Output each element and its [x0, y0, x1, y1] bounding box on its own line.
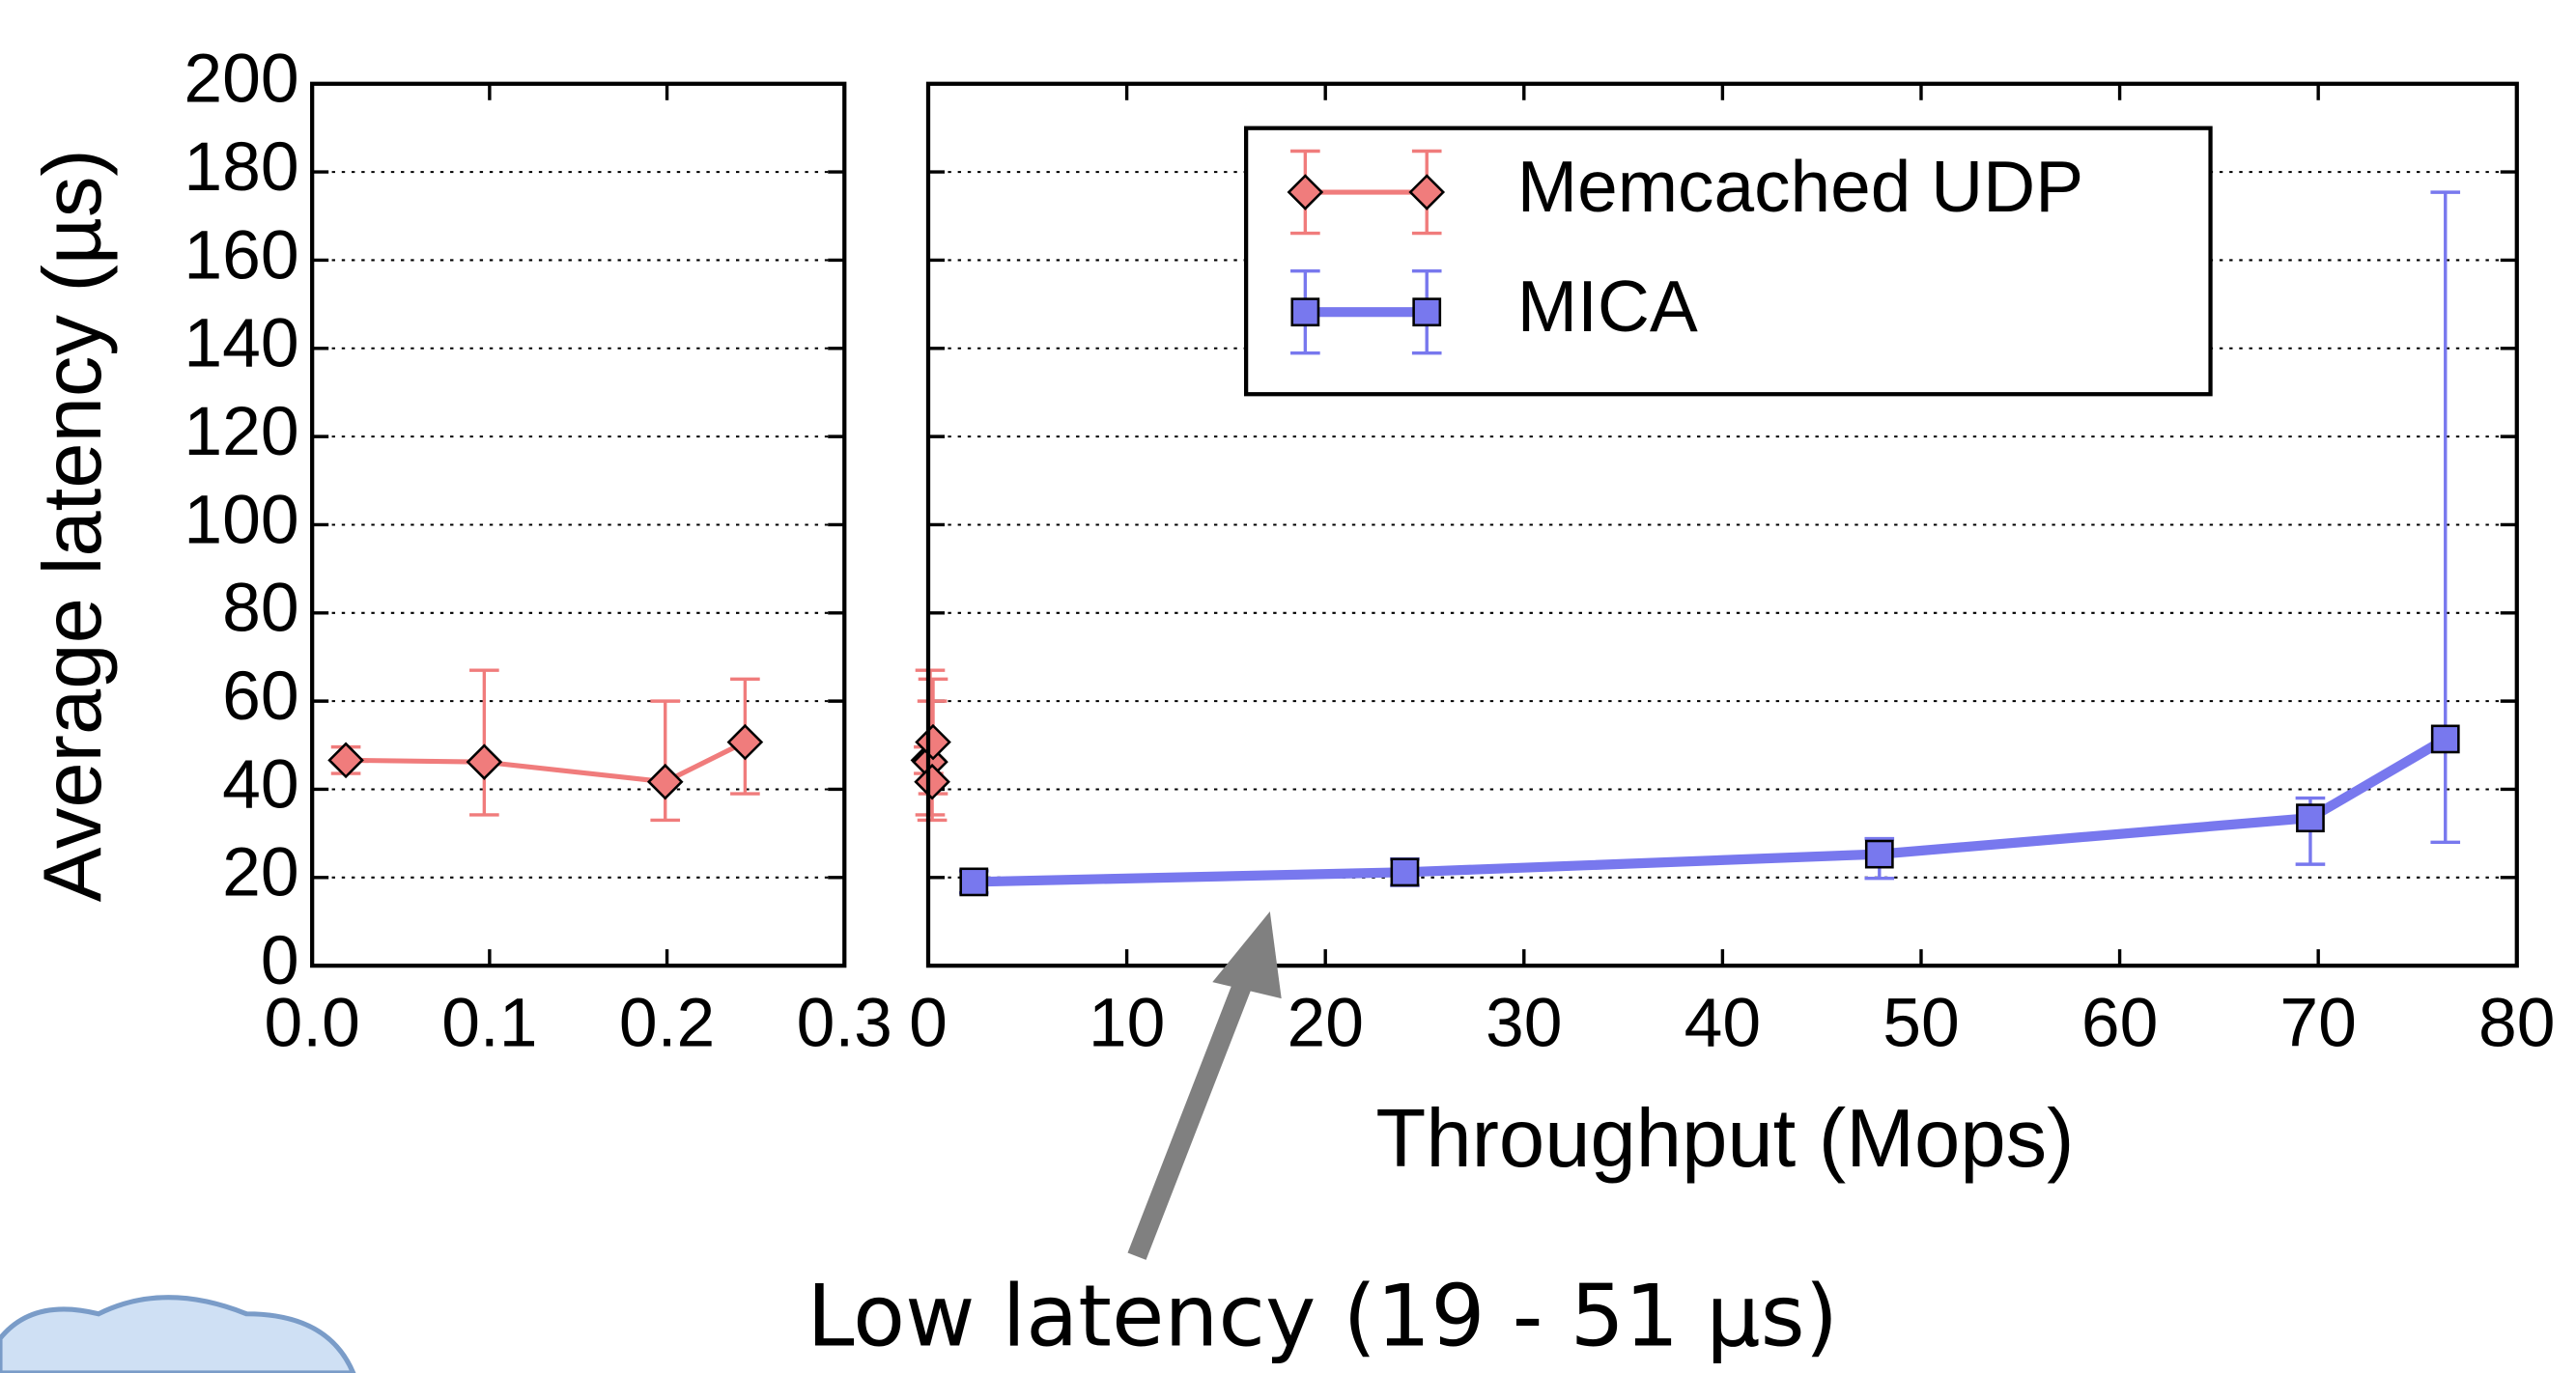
x-tick-label: 60 [2081, 985, 2158, 1062]
y-tick-label: 0 [261, 922, 299, 999]
marker [466, 743, 503, 780]
annotation-arrow [1127, 911, 1282, 1260]
legend-label: Memcached UDP [1517, 146, 2083, 227]
marker [914, 763, 950, 800]
x-tick-label: 30 [1486, 985, 1562, 1062]
y-tick-label: 140 [184, 305, 298, 382]
marker [2296, 803, 2325, 833]
legend-marker [1287, 174, 1324, 210]
y-tick-label: 180 [184, 128, 298, 206]
marker [1390, 857, 1420, 887]
x-tick-label: 80 [2478, 985, 2555, 1062]
x-tick-label: 50 [1882, 985, 1959, 1062]
y-tick-label: 80 [222, 570, 298, 647]
plot-frame [310, 81, 847, 968]
x-tick-label: 40 [1684, 985, 1761, 1062]
x-tick-label: 10 [1089, 985, 1165, 1062]
y-tick-label: 60 [222, 658, 298, 735]
y-axis-label: Average latency (µs) [27, 149, 119, 902]
x-tick-label: 0.0 [265, 985, 360, 1062]
x-tick-label: 0.2 [619, 985, 715, 1062]
legend-marker [1290, 297, 1320, 327]
marker [726, 723, 764, 761]
y-tick-label: 40 [222, 745, 298, 823]
marker [327, 742, 364, 779]
marker [915, 723, 951, 761]
legend-marker [1412, 297, 1442, 327]
marker [1864, 839, 1894, 869]
y-tick-label: 120 [184, 393, 298, 470]
series-line [974, 735, 2449, 887]
marker [959, 867, 989, 897]
y-tick-label: 100 [184, 481, 298, 558]
x-tick-label: 20 [1287, 985, 1363, 1062]
y-tick-label: 160 [184, 216, 298, 294]
legend-label: MICA [1517, 266, 1698, 347]
y-tick-label: 20 [222, 834, 298, 911]
y-tick-label: 200 [184, 41, 298, 118]
cloud-decoration [0, 1295, 356, 1373]
x-tick-label: 70 [2279, 985, 2356, 1062]
x-tick-label: 0.1 [441, 985, 537, 1062]
legend-marker [1408, 174, 1446, 210]
x-tick-label: 0.3 [797, 985, 892, 1062]
plot-frame [925, 81, 2519, 968]
x-axis-label: Throughput (Mops) [1375, 1093, 2074, 1185]
marker [2430, 724, 2460, 754]
annotation: Low latency (19 - 51 µs) [807, 1267, 1838, 1366]
x-tick-label: 0 [909, 985, 948, 1062]
legend-box [1244, 126, 2213, 397]
marker [646, 763, 684, 800]
series-line [346, 740, 747, 785]
